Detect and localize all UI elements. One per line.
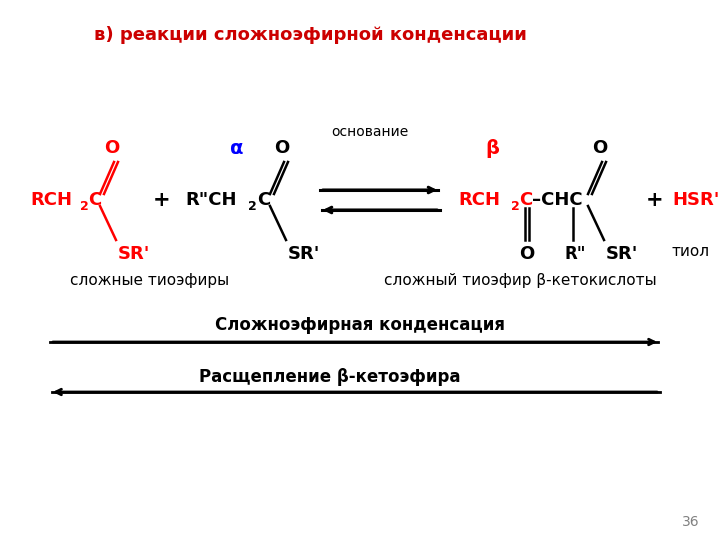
Text: RCH: RCH [30, 191, 72, 209]
Text: O: O [104, 139, 120, 157]
Text: O: O [519, 245, 535, 263]
Text: сложные тиоэфиры: сложные тиоэфиры [71, 273, 230, 287]
Text: O: O [274, 139, 289, 157]
Text: 2: 2 [511, 199, 520, 213]
Text: R": R" [564, 245, 586, 263]
Text: –CHC: –CHC [532, 191, 582, 209]
Text: β: β [485, 138, 499, 158]
Text: +: + [646, 190, 664, 210]
Text: Расщепление β-кетоэфира: Расщепление β-кетоэфира [199, 368, 461, 386]
Text: в) реакции сложноэфирной конденсации: в) реакции сложноэфирной конденсации [94, 26, 526, 44]
Text: C: C [88, 191, 102, 209]
Text: 36: 36 [683, 515, 700, 529]
Text: Сложноэфирная конденсация: Сложноэфирная конденсация [215, 316, 505, 334]
Text: основание: основание [331, 125, 409, 139]
Text: 2: 2 [248, 199, 257, 213]
Text: тиол: тиол [672, 245, 710, 260]
Text: HSR': HSR' [672, 191, 719, 209]
Text: RCH: RCH [458, 191, 500, 209]
Text: SR': SR' [288, 245, 320, 263]
Text: α: α [230, 138, 244, 158]
Text: сложный тиоэфир β-кетокислоты: сложный тиоэфир β-кетокислоты [384, 273, 657, 287]
Text: O: O [593, 139, 608, 157]
Text: C: C [257, 191, 270, 209]
Text: +: + [153, 190, 171, 210]
Text: R"CH: R"CH [185, 191, 236, 209]
Text: 2: 2 [80, 199, 89, 213]
Text: SR': SR' [606, 245, 639, 263]
Text: SR': SR' [118, 245, 150, 263]
Text: C: C [519, 191, 532, 209]
